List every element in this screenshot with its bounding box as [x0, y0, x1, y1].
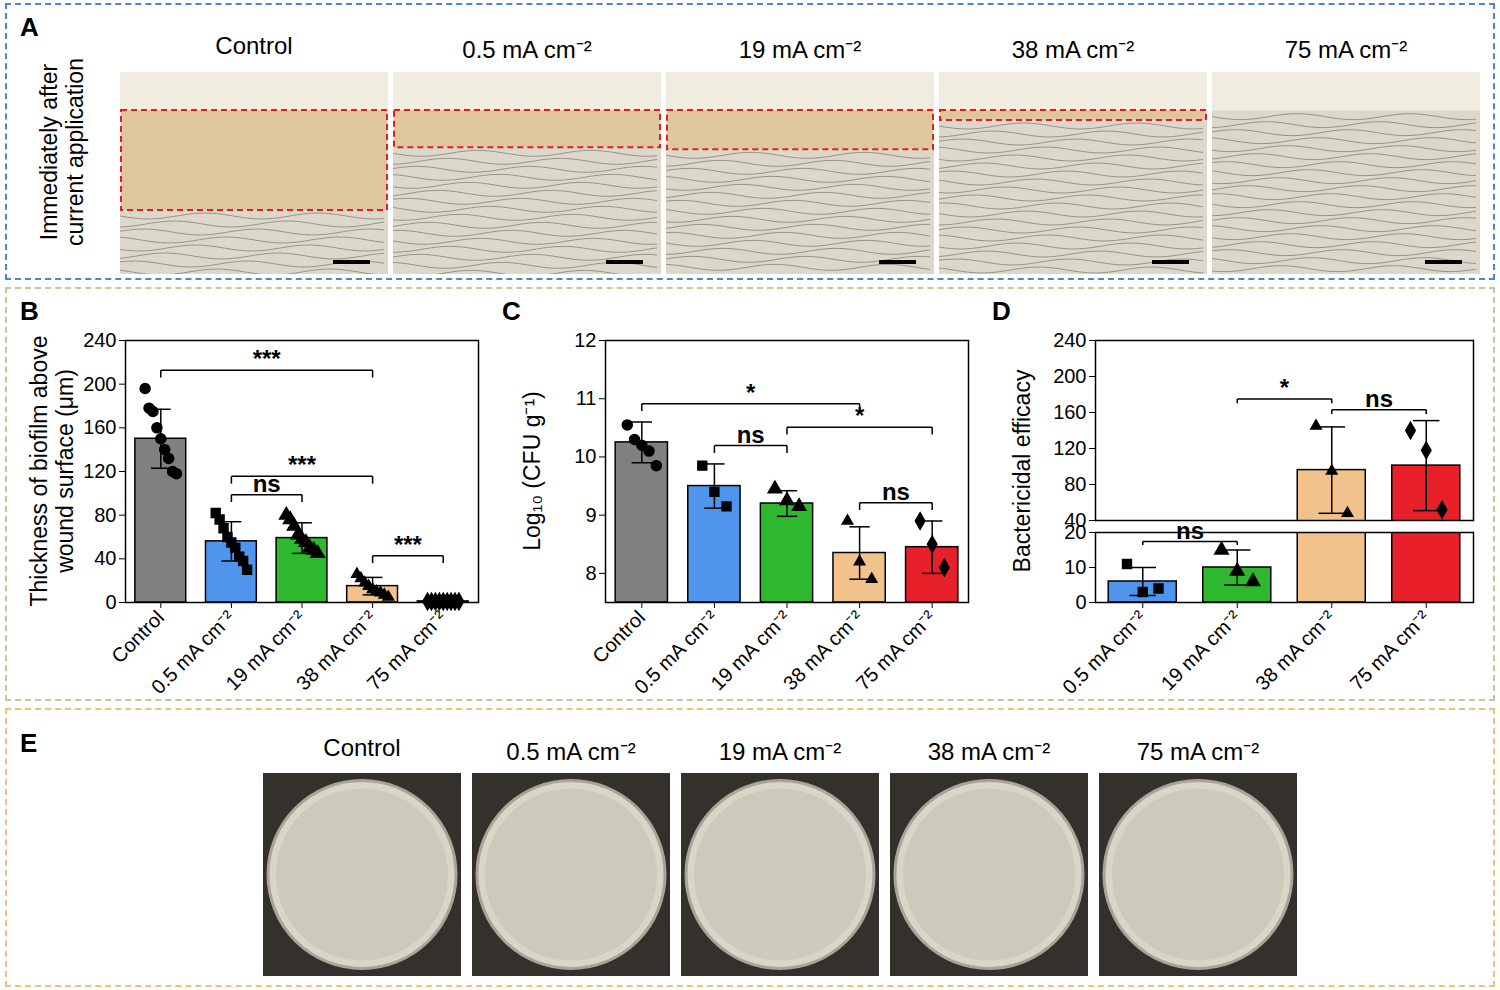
- svg-text:19 mA cm⁻²: 19 mA cm⁻²: [1157, 606, 1245, 694]
- svg-text:***: ***: [253, 345, 282, 372]
- svg-text:19 mA cm⁻²: 19 mA cm⁻²: [221, 606, 310, 695]
- svg-text:11: 11: [576, 387, 597, 409]
- svg-text:240: 240: [83, 329, 116, 351]
- svg-text:75 mA cm⁻²: 75 mA cm⁻²: [851, 606, 939, 694]
- svg-text:160: 160: [83, 416, 116, 438]
- svg-text:ns: ns: [1176, 517, 1204, 544]
- svg-text:12: 12: [574, 329, 596, 351]
- svg-text:ns: ns: [737, 421, 765, 448]
- svg-text:ns: ns: [253, 470, 281, 497]
- html-text:19 mA cm⁻²: 19 mA cm⁻²: [738, 36, 862, 63]
- html-text:D: D: [992, 296, 1011, 326]
- html-text:Immediately after current appl: Immediately after current application: [35, 58, 88, 246]
- html-text:B: B: [20, 296, 39, 326]
- svg-text:9: 9: [585, 504, 596, 526]
- svg-text:0: 0: [1075, 591, 1086, 613]
- svg-text:***: ***: [394, 531, 423, 558]
- svg-text:38 mA cm⁻²: 38 mA cm⁻²: [778, 606, 867, 695]
- html-text:19 mA cm⁻²: 19 mA cm⁻²: [718, 738, 842, 765]
- svg-text:0.5 mA cm⁻²: 0.5 mA cm⁻²: [630, 606, 722, 698]
- html-text:38 mA cm⁻²: 38 mA cm⁻²: [927, 738, 1051, 765]
- html-text:Thickness of biofilm above wou: Thickness of biofilm above wound surface…: [25, 335, 78, 607]
- svg-text:ns: ns: [882, 478, 910, 505]
- svg-text:240: 240: [1053, 329, 1086, 351]
- html-text:Control: Control: [215, 32, 293, 59]
- svg-text:38 mA cm⁻²: 38 mA cm⁻²: [1251, 606, 1339, 694]
- html-text:A: A: [20, 12, 39, 42]
- svg-text:*: *: [855, 402, 865, 429]
- svg-text:20: 20: [1064, 521, 1086, 543]
- svg-text:ns: ns: [1365, 385, 1393, 412]
- svg-text:40: 40: [1064, 508, 1087, 531]
- html-text:E: E: [20, 728, 38, 758]
- html-text:Control: Control: [323, 734, 401, 761]
- svg-text:80: 80: [94, 504, 116, 526]
- svg-text:200: 200: [1053, 365, 1086, 387]
- html-text:0.5 mA cm⁻²: 0.5 mA cm⁻²: [462, 36, 592, 63]
- svg-text:*: *: [746, 379, 756, 406]
- html-text:C: C: [502, 296, 521, 326]
- html-text:0.5 mA cm⁻²: 0.5 mA cm⁻²: [506, 738, 636, 765]
- html-text:75 mA cm⁻²: 75 mA cm⁻²: [1136, 738, 1260, 765]
- svg-text:160: 160: [1053, 401, 1086, 423]
- html-text:75 mA cm⁻²: 75 mA cm⁻²: [1284, 36, 1408, 63]
- svg-text:120: 120: [1053, 437, 1086, 459]
- svg-text:Control: Control: [588, 606, 649, 667]
- html-text:Bactericidal efficacy: Bactericidal efficacy: [1008, 369, 1035, 573]
- html-text:38 mA cm⁻²: 38 mA cm⁻²: [1011, 36, 1135, 63]
- svg-text:75 mA cm⁻²: 75 mA cm⁻²: [362, 606, 450, 694]
- svg-text:200: 200: [83, 373, 116, 395]
- svg-text:75 mA cm⁻²: 75 mA cm⁻²: [1346, 606, 1434, 694]
- svg-text:40: 40: [94, 547, 116, 569]
- svg-text:0.5 mA cm⁻²: 0.5 mA cm⁻²: [1058, 606, 1150, 698]
- svg-text:120: 120: [83, 460, 116, 482]
- svg-text:0.5 mA cm⁻²: 0.5 mA cm⁻²: [147, 606, 239, 698]
- svg-text:38 mA cm⁻²: 38 mA cm⁻²: [291, 606, 380, 695]
- svg-text:*: *: [1280, 374, 1290, 401]
- svg-text:19 mA cm⁻²: 19 mA cm⁻²: [706, 606, 795, 695]
- svg-text:8: 8: [585, 562, 596, 584]
- svg-text:80: 80: [1064, 473, 1086, 495]
- svg-text:***: ***: [288, 451, 317, 478]
- html-text:Log₁₀ (CFU g⁻¹): Log₁₀ (CFU g⁻¹): [518, 391, 545, 551]
- svg-text:Control: Control: [107, 606, 168, 667]
- svg-text:10: 10: [574, 445, 596, 467]
- svg-text:10: 10: [1064, 556, 1086, 578]
- svg-text:0: 0: [105, 591, 116, 613]
